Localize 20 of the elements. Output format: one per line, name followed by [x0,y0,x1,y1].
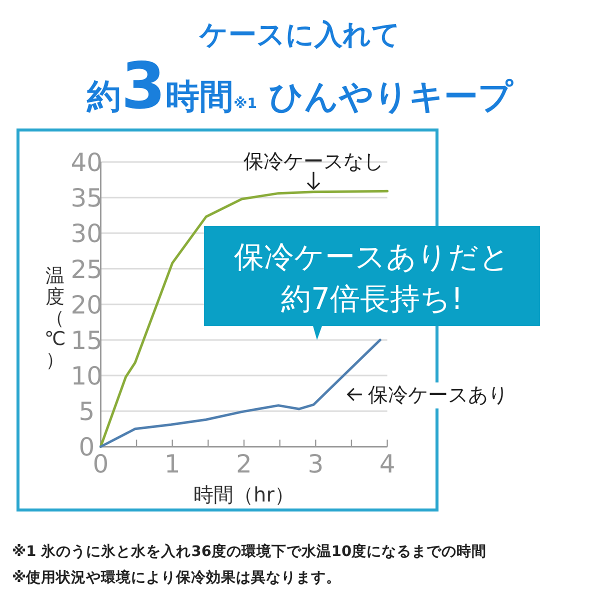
y-tick-label: 20 [70,290,103,320]
y-tick-label: 35 [70,184,103,213]
x-tick-label: 2 [236,450,252,479]
y-tick-label: 10 [70,362,103,391]
annotation: 保冷ケースありだと約7倍長持ち! [234,240,510,317]
y-tick-label: 15 [70,326,103,355]
series-label: 保冷ケースあり [368,382,508,406]
y-tick-label: 30 [70,219,103,248]
x-tick-label: 3 [308,450,324,479]
x-tick-label: 1 [164,450,180,479]
y-tick-label: 5 [78,397,95,426]
y-axis-title: 温度（℃） [44,265,66,371]
y-tick-label: 25 [70,254,103,284]
text: ※1 氷のうに氷と水を入れ36度の環境下で水温10度になるまでの時間 [12,542,487,560]
x-tick-label: 4 [379,450,396,479]
chart-title: ケースに入れて [200,18,400,51]
text: ※使用状況や環境により保冷効果は異なります。 [12,568,342,586]
series-label: 保冷ケースなし [244,148,384,173]
x-axis-title: 時間（hr） [194,482,294,507]
y-tick-label: 40 [70,148,103,177]
